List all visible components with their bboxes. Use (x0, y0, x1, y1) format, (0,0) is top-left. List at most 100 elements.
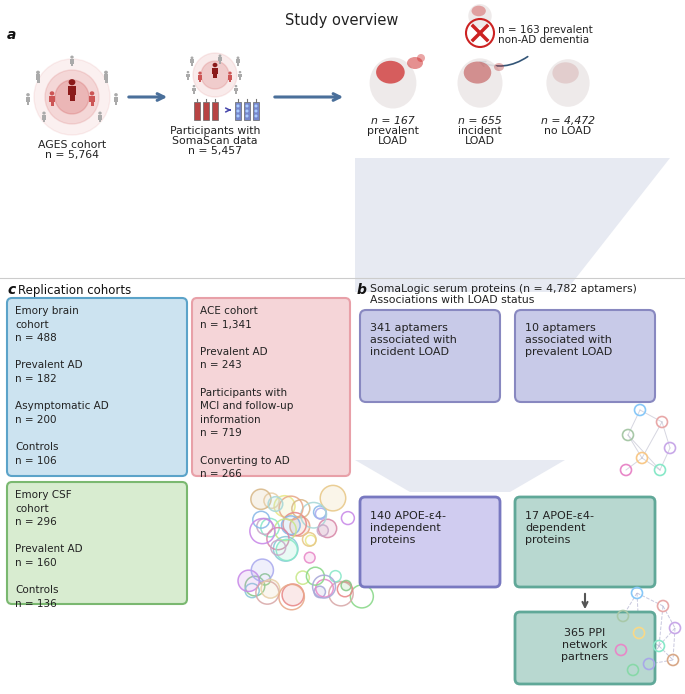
Ellipse shape (192, 85, 195, 87)
Circle shape (236, 105, 240, 108)
Circle shape (201, 61, 229, 89)
Bar (89, 96, 95, 102)
Circle shape (45, 70, 99, 124)
Ellipse shape (198, 71, 201, 75)
Ellipse shape (407, 57, 423, 69)
Polygon shape (355, 158, 670, 292)
Bar (214, 74, 215, 78)
Ellipse shape (494, 63, 504, 71)
Bar (52, 102, 54, 106)
Circle shape (268, 497, 283, 511)
Bar (193, 92, 194, 94)
Text: SomaScan data: SomaScan data (172, 136, 258, 146)
Bar (192, 63, 193, 66)
Text: 17 APOE-ε4-
dependent
proteins: 17 APOE-ε4- dependent proteins (525, 511, 594, 545)
Text: LOAD: LOAD (465, 136, 495, 146)
Bar (229, 80, 230, 83)
Text: 341 aptamers
associated with
incident LOAD: 341 aptamers associated with incident LO… (370, 323, 457, 357)
Bar (212, 102, 218, 120)
Circle shape (193, 53, 237, 97)
Bar (219, 58, 222, 62)
Circle shape (245, 115, 249, 117)
Bar (230, 80, 232, 83)
Bar (43, 119, 44, 122)
Bar (237, 63, 238, 66)
Bar (192, 87, 196, 92)
Ellipse shape (114, 93, 118, 96)
Bar (187, 77, 188, 80)
Ellipse shape (469, 4, 492, 28)
Bar (42, 115, 46, 119)
Bar (200, 80, 201, 83)
Bar (194, 102, 200, 120)
Bar (90, 102, 92, 106)
Text: n = 5,457: n = 5,457 (188, 146, 242, 156)
Circle shape (314, 586, 325, 598)
Text: Replication cohorts: Replication cohorts (18, 284, 132, 297)
Circle shape (34, 59, 110, 135)
Bar (219, 62, 220, 64)
Circle shape (255, 115, 258, 117)
Bar (186, 74, 190, 77)
FancyBboxPatch shape (515, 497, 655, 587)
Text: ACE cohort
n = 1,341

Prevalent AD
n = 243

Participants with
MCI and follow-up
: ACE cohort n = 1,341 Prevalent AD n = 24… (200, 306, 293, 479)
Bar (203, 102, 209, 120)
Ellipse shape (471, 6, 486, 16)
Ellipse shape (458, 58, 503, 108)
Bar (38, 80, 40, 83)
Text: n = 5,764: n = 5,764 (45, 150, 99, 160)
Text: prevalent: prevalent (367, 126, 419, 136)
Bar (188, 77, 189, 80)
Bar (114, 96, 118, 102)
Ellipse shape (370, 58, 416, 108)
Bar (220, 62, 221, 64)
Circle shape (245, 105, 249, 108)
Ellipse shape (26, 93, 30, 96)
Text: Study overview: Study overview (286, 13, 399, 28)
FancyBboxPatch shape (515, 310, 655, 402)
Ellipse shape (104, 71, 108, 74)
Ellipse shape (99, 112, 101, 115)
FancyBboxPatch shape (7, 298, 187, 476)
Bar (228, 75, 232, 80)
Bar (236, 60, 240, 63)
Text: Associations with LOAD status: Associations with LOAD status (370, 295, 534, 305)
Bar (235, 92, 236, 94)
Text: Participants with: Participants with (170, 126, 260, 136)
Circle shape (236, 115, 240, 117)
Text: b: b (357, 283, 367, 297)
Ellipse shape (228, 71, 232, 75)
Bar (71, 64, 72, 67)
Bar (26, 96, 30, 102)
Ellipse shape (90, 91, 95, 96)
Ellipse shape (50, 91, 54, 96)
Bar (103, 74, 108, 80)
Circle shape (255, 110, 258, 112)
Bar (99, 119, 100, 122)
Ellipse shape (212, 62, 217, 67)
Ellipse shape (42, 112, 46, 115)
Circle shape (320, 485, 346, 511)
Bar (190, 60, 194, 63)
Text: non-AD dementia: non-AD dementia (498, 35, 589, 45)
Ellipse shape (552, 62, 579, 83)
Bar (238, 74, 242, 77)
Ellipse shape (235, 85, 237, 87)
Text: incident: incident (458, 126, 502, 136)
Text: n = 163 prevalent: n = 163 prevalent (498, 25, 593, 35)
Ellipse shape (547, 59, 590, 107)
Bar (98, 115, 102, 119)
Circle shape (251, 489, 271, 509)
Bar (115, 102, 116, 105)
Text: Emory brain
cohort
n = 488

Prevalent AD
n = 182

Asymptomatic AD
n = 200

Contr: Emory brain cohort n = 488 Prevalent AD … (15, 306, 109, 466)
Text: AGES cohort: AGES cohort (38, 140, 106, 150)
Bar (191, 63, 192, 66)
Circle shape (282, 516, 300, 534)
Ellipse shape (236, 56, 240, 59)
Circle shape (290, 516, 310, 536)
Bar (105, 80, 106, 83)
Bar (199, 80, 200, 83)
Circle shape (304, 552, 315, 563)
FancyBboxPatch shape (515, 612, 655, 684)
Ellipse shape (36, 71, 40, 74)
